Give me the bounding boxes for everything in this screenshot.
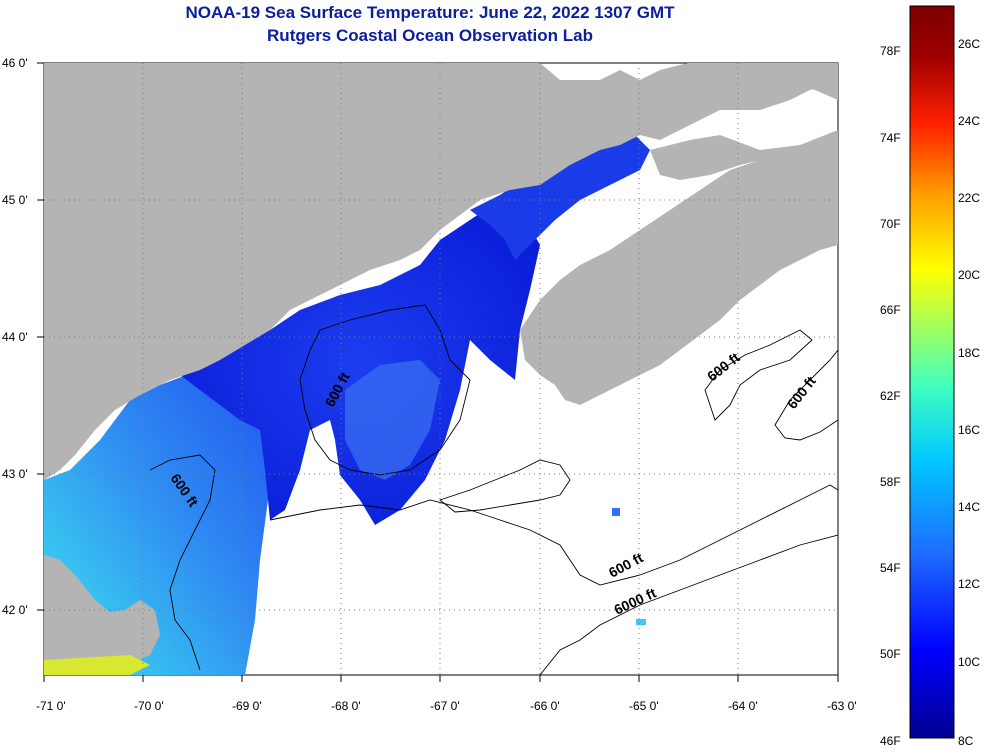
map-title: NOAA-19 Sea Surface Temperature: June 22…	[185, 3, 675, 22]
lon-label: -67 0'	[430, 699, 460, 713]
sst-region-bay-of-fundy	[470, 130, 650, 260]
cb-c-label: 26C	[958, 37, 980, 51]
lat-label: 45 0'	[2, 193, 28, 207]
cb-f-label: 62F	[880, 389, 901, 403]
lon-label: -63 0'	[827, 699, 857, 713]
contour-600ft-west	[149, 454, 216, 671]
contour-600ft-central	[299, 304, 471, 476]
tick-marks	[37, 62, 839, 682]
sst-region-central-light	[345, 360, 440, 480]
bathymetry-contours	[149, 304, 838, 675]
land-new-brunswick	[650, 130, 838, 180]
cb-c-label: 12C	[958, 577, 980, 591]
colorbar-gradient	[909, 5, 955, 739]
land-layer	[44, 63, 838, 675]
cb-f-label: 78F	[880, 44, 901, 58]
cb-c-label: 18C	[958, 346, 980, 360]
cb-c-label: 10C	[958, 655, 980, 669]
lat-label: 44 0'	[2, 330, 28, 344]
sst-data-layer	[44, 130, 650, 675]
lat-label: 42 0'	[2, 603, 28, 617]
map-subtitle: Rutgers Coastal Ocean Observation Lab	[267, 26, 593, 45]
land-cape-cod	[44, 555, 160, 675]
contour-600ft-east-b	[774, 349, 838, 441]
cb-c-label: 16C	[958, 423, 980, 437]
land-cape-breton	[740, 63, 838, 100]
lat-label: 43 0'	[2, 467, 28, 481]
lon-label: -70 0'	[134, 699, 164, 713]
lon-label: -68 0'	[331, 699, 361, 713]
cb-f-label: 58F	[880, 475, 901, 489]
sst-region-southwest	[44, 350, 275, 675]
cb-c-label: 20C	[958, 268, 980, 282]
cb-f-label: 46F	[880, 734, 901, 748]
contour-600ft-shelf	[269, 484, 838, 586]
land-nova-scotia	[520, 140, 838, 405]
cb-c-label: 14C	[958, 500, 980, 514]
longitude-labels: -71 0' -70 0' -69 0' -68 0' -67 0' -66 0…	[36, 699, 857, 713]
lon-label: -65 0'	[629, 699, 659, 713]
contour-600ft-east-a	[704, 329, 813, 421]
colorbar: 78F 74F 70F 66F 62F 58F 54F 50F 46F 26C …	[880, 5, 980, 748]
sst-region-gulf-of-maine	[180, 200, 540, 525]
land-maine	[44, 63, 838, 480]
lon-label: -64 0'	[728, 699, 758, 713]
graticule	[44, 63, 838, 675]
cb-c-label: 24C	[958, 114, 980, 128]
cb-f-label: 50F	[880, 647, 901, 661]
cb-f-label: 66F	[880, 303, 901, 317]
land-islands	[44, 655, 150, 675]
lon-label: -66 0'	[530, 699, 560, 713]
lon-label: -69 0'	[232, 699, 262, 713]
cb-f-label: 54F	[880, 561, 901, 575]
lat-label: 46 0'	[2, 56, 28, 70]
cb-f-label: 70F	[880, 217, 901, 231]
cb-c-label: 22C	[958, 191, 980, 205]
contour-georges	[439, 459, 571, 513]
lon-label: -71 0'	[36, 699, 66, 713]
colorbar-fahrenheit-labels: 78F 74F 70F 66F 62F 58F 54F 50F 46F	[880, 44, 901, 748]
cb-c-label: 8C	[958, 734, 974, 748]
colorbar-celsius-labels: 26C 24C 22C 20C 18C 16C 14C 12C 10C 8C	[958, 37, 980, 748]
cb-f-label: 74F	[880, 131, 901, 145]
contour-6000ft	[539, 534, 838, 675]
latitude-labels: 46 0' 45 0' 44 0' 43 0' 42 0'	[2, 56, 28, 617]
